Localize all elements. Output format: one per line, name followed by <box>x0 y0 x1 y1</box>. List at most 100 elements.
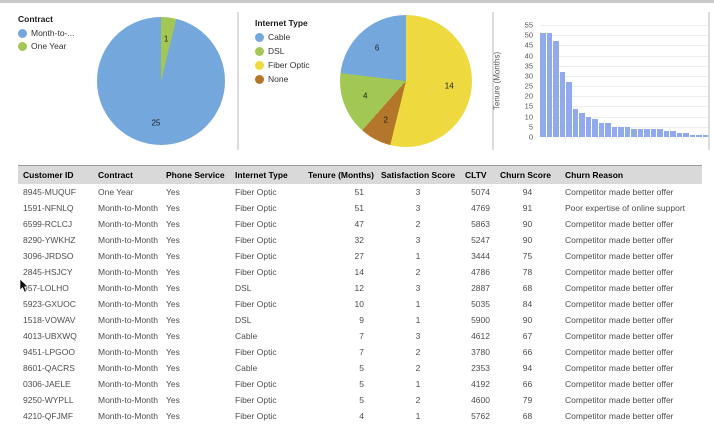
tenure-bar[interactable] <box>683 132 689 137</box>
legend-item-one-year[interactable]: One Year <box>18 41 74 51</box>
column-header-customer-id[interactable]: Customer ID <box>18 165 93 184</box>
cell-internet-type: Fiber Optic <box>230 344 303 360</box>
tenure-bar[interactable] <box>540 33 546 137</box>
cell-customer-id: 8601-QACRS <box>18 360 93 376</box>
tenure-bar[interactable] <box>663 130 669 137</box>
tenure-bar[interactable] <box>598 122 604 137</box>
tenure-bar[interactable] <box>657 128 663 137</box>
column-header-contract[interactable]: Contract <box>93 165 161 184</box>
tenure-bar[interactable] <box>631 128 637 137</box>
table-row[interactable]: 4210-QFJMF Month-to-Month Yes Fiber Optic 4 1… <box>18 408 702 424</box>
legend-item-cable[interactable]: Cable <box>255 32 310 42</box>
table-row[interactable]: 0306-JAELE Month-to-Month Yes Fiber Optic 5 1… <box>18 376 702 392</box>
tenure-bar[interactable] <box>572 108 578 137</box>
table-row[interactable]: 957-LOLHO Month-to-Month Yes DSL 12 3 2887 68 Co… <box>18 280 702 296</box>
column-header-churn-reason[interactable]: Churn Reason <box>560 165 702 184</box>
tenure-bar[interactable] <box>676 132 682 137</box>
cell-satisfaction-score: 1 <box>376 248 460 264</box>
table-row[interactable]: 9451-LPGOO Month-to-Month Yes Fiber Optic 7 2… <box>18 344 702 360</box>
legend-item-fiber-optic[interactable]: Fiber Optic <box>255 60 310 70</box>
internet-type-pie-chart[interactable] <box>340 15 472 147</box>
cell-customer-id: 8290-YWKHZ <box>18 232 93 248</box>
cell-tenure-months-: 51 <box>303 184 376 200</box>
tenure-bar[interactable] <box>605 122 611 137</box>
y-axis-tick-label: 50 <box>524 30 533 40</box>
tenure-bar[interactable] <box>689 134 695 137</box>
cell-satisfaction-score: 1 <box>376 408 460 424</box>
column-header-satisfaction-score[interactable]: Satisfaction Score <box>376 165 460 184</box>
table-row[interactable]: 8945-MUQUF One Year Yes Fiber Optic 51 3 5074 9… <box>18 184 702 200</box>
y-axis-tick-label: 5 <box>528 122 533 132</box>
legend-item-none[interactable]: None <box>255 74 310 84</box>
table-row[interactable]: 5923-GXUOC Month-to-Month Yes Fiber Optic 10… <box>18 296 702 312</box>
table-row[interactable]: 8290-YWKHZ Month-to-Month Yes Fiber Optic 32… <box>18 232 702 248</box>
tenure-bar[interactable] <box>566 82 572 137</box>
bar-chart-y-axis-ticks: 0 5 10 15 20 25 30 35 40 45 50 55 <box>505 21 533 142</box>
column-header-internet-type[interactable]: Internet Type <box>230 165 303 184</box>
tenure-bar[interactable] <box>650 128 656 137</box>
tenure-bar[interactable] <box>559 71 565 137</box>
panel-divider <box>492 12 494 150</box>
legend-item-dsl[interactable]: DSL <box>255 46 310 56</box>
tenure-bar[interactable] <box>670 130 676 137</box>
internet-type-legend-title: Internet Type <box>255 18 308 28</box>
y-axis-tick-label: 20 <box>524 91 533 101</box>
tenure-bar[interactable] <box>618 126 624 137</box>
legend-item-label: Cable <box>268 32 291 42</box>
table-row[interactable]: 1591-NFNLQ Month-to-Month Yes Fiber Optic 51… <box>18 200 702 216</box>
tenure-bar[interactable] <box>624 126 630 137</box>
cell-satisfaction-score: 2 <box>376 216 460 232</box>
tenure-bar[interactable] <box>553 41 559 137</box>
table-row[interactable]: 8601-QACRS Month-to-Month Yes Cable 5 2 2353 94… <box>18 360 702 376</box>
table-row[interactable]: 9250-WYPLL Month-to-Month Yes Fiber Optic 5 2… <box>18 392 702 408</box>
tenure-bar[interactable] <box>585 116 591 137</box>
cell-customer-id: 1591-NFNLQ <box>18 200 93 216</box>
column-header-churn-score[interactable]: Churn Score <box>495 165 560 184</box>
tenure-bar[interactable] <box>592 118 598 137</box>
cell-churn-reason: Competitor made better offer <box>560 216 702 232</box>
cell-churn-reason: Competitor made better offer <box>560 296 702 312</box>
tenure-bar[interactable] <box>696 134 702 137</box>
table-row[interactable]: 1518-VOWAV Month-to-Month Yes DSL 9 1 5900 90 Co… <box>18 312 702 328</box>
pie-slice-value-label: 6 <box>374 43 380 53</box>
tenure-bar[interactable] <box>611 126 617 137</box>
cell-customer-id: 2845-HSJCY <box>18 264 93 280</box>
legend-swatch-icon <box>18 28 27 38</box>
cell-internet-type: Fiber Optic <box>230 408 303 424</box>
cell-cltv: 4769 <box>460 200 495 216</box>
cell-customer-id: 4210-QFJMF <box>18 408 93 424</box>
y-axis-tick-label: 30 <box>524 71 533 81</box>
cell-churn-score: 94 <box>495 360 560 376</box>
contract-pie-chart[interactable] <box>97 17 225 145</box>
cell-internet-type: Fiber Optic <box>230 184 303 200</box>
cell-contract: Month-to-Month <box>93 328 161 344</box>
table-row[interactable]: 2845-HSJCY Month-to-Month Yes Fiber Optic 14… <box>18 264 702 280</box>
cell-cltv: 5074 <box>460 184 495 200</box>
tenure-bar[interactable] <box>579 112 585 137</box>
table-body: 8945-MUQUF One Year Yes Fiber Optic 51 3 5074 9… <box>18 184 702 424</box>
legend-item-label: None <box>268 74 289 84</box>
cell-customer-id: 8945-MUQUF <box>18 184 93 200</box>
cell-phone-service: Yes <box>161 328 230 344</box>
cell-customer-id: 3096-JRDSO <box>18 248 93 264</box>
tenure-bar[interactable] <box>644 128 650 137</box>
cell-churn-reason: Competitor made better offer <box>560 232 702 248</box>
column-header-tenure-months-[interactable]: Tenure (Months) <box>303 165 376 184</box>
tenure-bar[interactable] <box>546 33 552 137</box>
cell-cltv: 2353 <box>460 360 495 376</box>
cell-cltv: 5247 <box>460 232 495 248</box>
table-row[interactable]: 3096-JRDSO Month-to-Month Yes Fiber Optic 27… <box>18 248 702 264</box>
table-row[interactable]: 4013-UBXWQ Month-to-Month Yes Cable 7 3 4612 67… <box>18 328 702 344</box>
cell-tenure-months-: 7 <box>303 344 376 360</box>
cell-tenure-months-: 12 <box>303 280 376 296</box>
column-header-phone-service[interactable]: Phone Service <box>161 165 230 184</box>
tenure-bar[interactable] <box>702 134 708 137</box>
legend-item-month-to-[interactable]: Month-to-... <box>18 28 74 38</box>
column-header-cltv[interactable]: CLTV <box>460 165 495 184</box>
cell-customer-id: 957-LOLHO <box>18 280 93 296</box>
cell-contract: Month-to-Month <box>93 232 161 248</box>
top-divider <box>0 0 714 3</box>
gridline <box>540 25 708 26</box>
table-row[interactable]: 6599-RCLCJ Month-to-Month Yes Fiber Optic 47… <box>18 216 702 232</box>
tenure-bar[interactable] <box>637 128 643 137</box>
